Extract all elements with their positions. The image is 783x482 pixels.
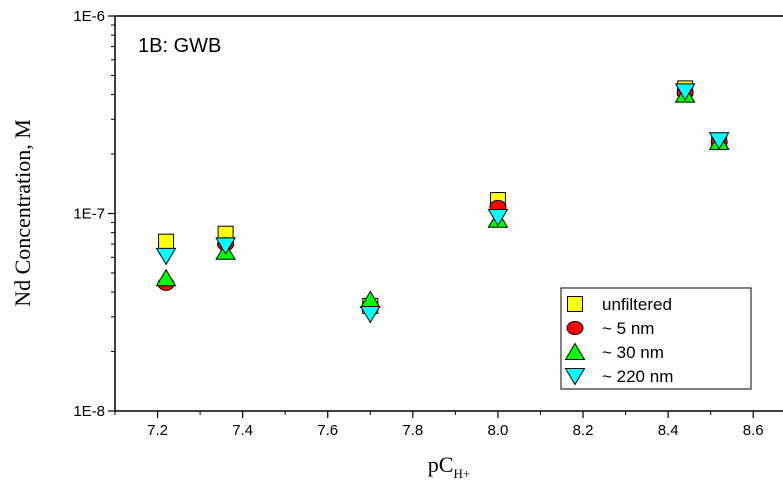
x-axis-title: pC: [428, 452, 454, 477]
data-point-square: [158, 233, 175, 250]
data-point-triangle-down: [674, 83, 696, 101]
y-axis-title: Nd Concentration, M: [10, 119, 35, 307]
x-tick-label: 8.6: [743, 422, 764, 439]
data-point-triangle-down: [487, 209, 509, 227]
data-point-triangle-down: [359, 305, 381, 324]
x-axis-title-subscript: H+: [453, 466, 470, 481]
data-point-triangle-down: [708, 132, 730, 150]
x-tick-label: 7.6: [317, 422, 338, 439]
x-tick-label: 7.4: [232, 422, 253, 439]
legend-marker-circle: [566, 321, 584, 335]
legend-label: unfiltered: [602, 295, 672, 314]
x-tick-label: 8.0: [488, 422, 509, 439]
x-tick-label: 7.8: [402, 422, 423, 439]
data-point-triangle-up: [155, 268, 177, 287]
legend-label: ~ 220 nm: [602, 367, 673, 386]
legend-label: ~ 5 nm: [602, 319, 654, 338]
legend-label: ~ 30 nm: [602, 343, 664, 362]
svg-text:pCH+: pCH+: [428, 452, 470, 481]
data-point-triangle-down: [215, 237, 237, 255]
legend: unfiltered ~ 5 nm ~ 30 nm ~ 220 nm: [560, 287, 752, 390]
data-points: [155, 80, 730, 324]
chart-annotation: 1B: GWB: [138, 35, 221, 57]
y-tick-label: 1E-7: [73, 206, 105, 223]
y-tick-label: 1E-8: [73, 403, 105, 420]
legend-box: [560, 287, 752, 390]
x-tick-label: 8.2: [573, 422, 594, 439]
legend-marker-square: [567, 296, 583, 312]
x-tick-label: 8.4: [658, 422, 679, 439]
y-axis-ticks: 1E-8 1E-7 1E-6: [73, 8, 115, 420]
x-axis-ticks: 7.2 7.4 7.6 7.8 8.0 8.2 8.4 8.6: [114, 411, 764, 439]
data-point-triangle-down: [155, 247, 177, 266]
legend-marker-triangle-down: [564, 368, 586, 386]
legend-marker-triangle-up: [564, 342, 586, 360]
x-tick-label: 7.2: [147, 422, 168, 439]
y-tick-label: 1E-6: [73, 8, 105, 25]
